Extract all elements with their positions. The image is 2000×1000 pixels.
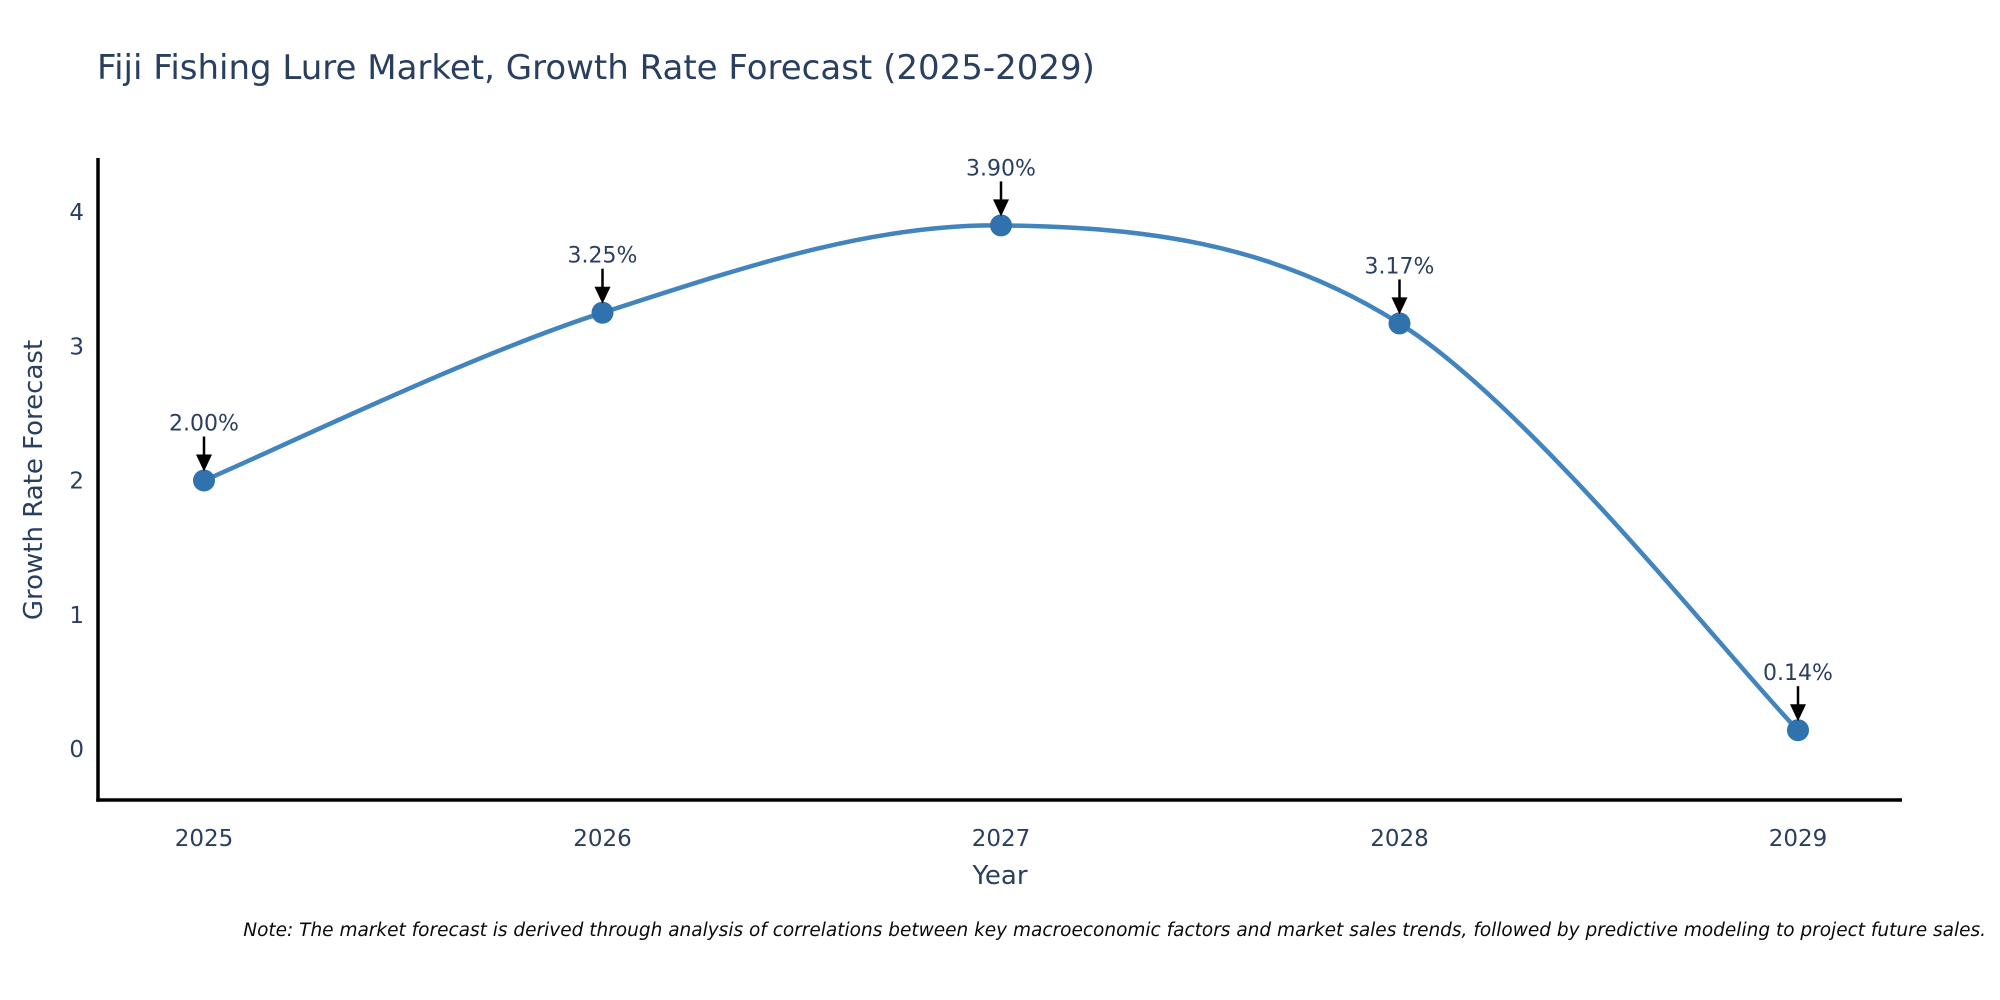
data-point-marker[interactable]: [990, 214, 1012, 237]
x-tick-label: 2025: [175, 826, 234, 852]
y-axis-title: Growth Rate Forecast: [19, 339, 49, 621]
y-tick-label: 4: [69, 200, 84, 226]
annotation-label: 3.25%: [568, 244, 638, 269]
x-axis-title: Year: [972, 861, 1028, 891]
annotation-label: 3.90%: [966, 156, 1036, 181]
x-tick-label: 2026: [573, 826, 632, 852]
y-tick-label: 1: [69, 603, 84, 629]
y-tick-label: 2: [69, 469, 84, 495]
chart-title: Fiji Fishing Lure Market, Growth Rate Fo…: [97, 48, 1095, 88]
annotation-label: 0.14%: [1763, 661, 1833, 686]
annotation-label: 3.17%: [1365, 254, 1435, 279]
x-tick-label: 2029: [1769, 826, 1828, 852]
data-point-marker[interactable]: [591, 301, 614, 324]
series-line: [201, 223, 1801, 733]
x-tick-label: 2027: [972, 826, 1031, 852]
annotation-arrowhead-icon: [1391, 297, 1408, 315]
y-tick-label: 3: [69, 334, 84, 360]
y-tick-label: 0: [69, 737, 84, 763]
annotation-arrowhead-icon: [1790, 704, 1806, 722]
annotation-arrowhead-icon: [594, 286, 611, 304]
annotation-arrowhead-icon: [196, 454, 212, 472]
data-point-marker[interactable]: [1787, 719, 1809, 742]
data-point-marker[interactable]: [1388, 312, 1411, 335]
annotation-arrowhead-icon: [993, 199, 1009, 217]
annotation-label: 2.00%: [169, 412, 239, 437]
data-point-marker[interactable]: [193, 469, 215, 492]
x-tick-label: 2028: [1370, 826, 1429, 852]
footnote: Note: The market forecast is derived thr…: [243, 920, 1986, 941]
